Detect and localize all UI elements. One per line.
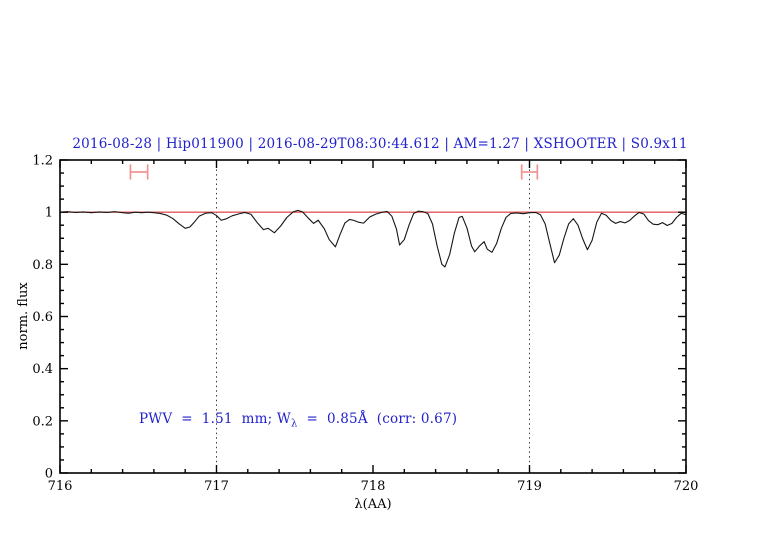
pwv-annotation: PWV = 1.51 mm; Wλ = 0.85Å (corr: 0.67)	[139, 411, 457, 430]
y-tick-label: 0.2	[32, 414, 53, 429]
pwv-annotation-prefix: PWV = 1.51 mm; W	[139, 411, 291, 427]
y-tick-label: 0.8	[32, 258, 53, 273]
y-tick-label: 0.6	[32, 310, 53, 325]
pwv-annotation-suffix: = 0.85Å (corr: 0.67)	[297, 411, 458, 427]
x-tick-label: 719	[517, 479, 542, 494]
x-tick-label: 718	[361, 479, 386, 494]
x-axis-title: λ(AA)	[354, 497, 392, 512]
x-tick-label: 716	[48, 479, 73, 494]
y-axis-title: norm. flux	[16, 282, 31, 350]
y-tick-label: 0.4	[32, 362, 53, 377]
plot-title: 2016-08-28 | Hip011900 | 2016-08-29T08:3…	[72, 136, 688, 152]
y-tick-label: 0	[45, 467, 53, 482]
spectrum-curve	[59, 209, 687, 268]
y-tick-label: 1.2	[32, 154, 53, 169]
x-tick-label: 717	[204, 479, 229, 494]
pwv-annotation-lambda-subscript: λ	[290, 418, 298, 430]
y-tick-label: 1	[45, 206, 53, 221]
x-tick-label: 720	[674, 479, 699, 494]
